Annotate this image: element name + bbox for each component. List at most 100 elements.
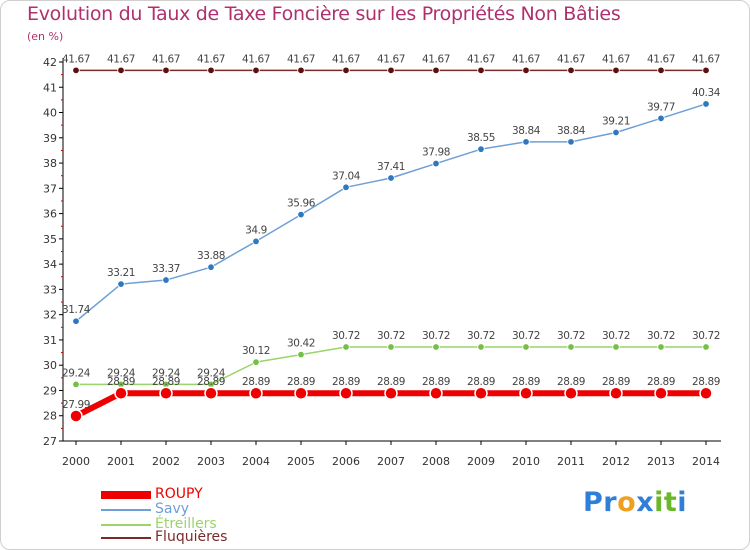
data-label-roupy: 28.89: [152, 376, 180, 388]
data-point-savy: [477, 145, 485, 153]
data-point-savy: [387, 174, 395, 182]
logo-letter: i: [677, 487, 688, 518]
data-label-etreillers: 30.72: [557, 330, 585, 342]
data-point-etreillers: [612, 343, 620, 351]
data-label-roupy: 28.89: [422, 376, 450, 388]
y-tick-label: 37: [43, 182, 57, 195]
legend-label-roupy: ROUPY: [155, 486, 203, 502]
data-label-fluquieres: 41.67: [647, 53, 675, 65]
x-tick-label: 2013: [647, 455, 675, 468]
data-point-roupy: [564, 386, 578, 400]
data-label-savy: 37.04: [332, 170, 361, 182]
data-point-fluquieres: [657, 66, 665, 75]
data-label-roupy: 28.89: [197, 376, 225, 388]
data-label-savy: 35.96: [287, 198, 316, 210]
y-tick-label: 33: [43, 283, 57, 296]
data-label-fluquieres: 41.67: [557, 53, 585, 65]
data-label-roupy: 27.99: [62, 399, 90, 411]
proxiti-logo: Proxiti: [583, 487, 687, 518]
y-tick-label: 30: [43, 359, 57, 372]
data-point-roupy: [654, 386, 668, 400]
legend-item-fluquieres: Fluquières: [101, 529, 301, 545]
x-tick-label: 2005: [287, 455, 315, 468]
x-tick-label: 2009: [467, 455, 495, 468]
data-point-fluquieres: [387, 66, 395, 75]
data-label-etreillers: 30.72: [422, 330, 450, 342]
y-tick-label: 35: [43, 233, 57, 246]
logo-letter: x: [636, 487, 655, 518]
data-point-savy: [297, 210, 305, 219]
data-label-roupy: 28.89: [242, 376, 270, 388]
y-tick-label: 28: [43, 410, 57, 423]
data-label-etreillers: 29.24: [197, 367, 226, 379]
data-label-roupy: 28.89: [467, 376, 495, 388]
data-point-savy: [342, 183, 350, 192]
y-tick-label: 32: [43, 309, 57, 322]
x-tick-label: 2001: [107, 455, 135, 468]
data-label-fluquieres: 41.67: [467, 53, 495, 65]
y-tick-label: 34: [43, 258, 57, 271]
data-label-savy: 37.41: [377, 161, 405, 173]
y-tick-label: 27: [43, 435, 57, 448]
data-label-fluquieres: 41.67: [242, 53, 270, 65]
legend-item-savy: Savy: [101, 501, 301, 517]
legend-swatch-roupy: [101, 491, 151, 499]
x-tick-label: 2000: [62, 455, 90, 468]
data-label-savy: 33.21: [107, 267, 135, 279]
data-point-roupy: [474, 386, 488, 400]
data-label-roupy: 28.89: [512, 376, 540, 388]
data-point-fluquieres: [342, 66, 350, 75]
data-label-fluquieres: 41.67: [152, 53, 180, 65]
data-label-roupy: 28.89: [692, 376, 720, 388]
data-label-savy: 38.84: [557, 125, 586, 137]
data-label-roupy: 28.89: [602, 376, 630, 388]
y-tick-label: 40: [43, 107, 57, 120]
data-point-fluquieres: [72, 66, 80, 75]
data-label-etreillers: 30.72: [512, 330, 540, 342]
data-point-roupy: [519, 386, 533, 400]
data-point-roupy: [114, 386, 128, 400]
data-point-roupy: [204, 386, 218, 400]
data-label-roupy: 28.89: [377, 376, 405, 388]
data-label-savy: 40.34: [692, 87, 721, 99]
y-tick-label: 36: [43, 208, 57, 221]
data-point-roupy: [159, 386, 173, 400]
x-tick-label: 2011: [557, 455, 585, 468]
data-point-roupy: [429, 386, 443, 400]
data-point-fluquieres: [207, 66, 215, 75]
data-label-roupy: 28.89: [332, 376, 360, 388]
series-line-savy: [75, 103, 707, 322]
x-tick-label: 2008: [422, 455, 450, 468]
data-label-fluquieres: 41.67: [422, 53, 450, 65]
data-label-fluquieres: 41.67: [287, 53, 315, 65]
data-point-etreillers: [297, 350, 305, 359]
data-point-savy: [432, 159, 440, 168]
y-unit-label: (en %): [27, 30, 64, 43]
data-point-savy: [567, 138, 575, 146]
logo-letter: r: [603, 487, 618, 518]
legend-swatch-fluquieres: [101, 537, 151, 539]
x-tick-label: 2014: [692, 455, 720, 468]
data-label-etreillers: 30.72: [467, 330, 495, 342]
data-point-fluquieres: [522, 66, 530, 75]
data-point-roupy: [339, 386, 353, 400]
logo-letter: i: [654, 487, 664, 518]
y-tick-label: 41: [43, 81, 57, 94]
data-point-savy: [702, 100, 710, 108]
data-label-savy: 38.84: [512, 125, 541, 137]
data-point-savy: [162, 276, 170, 284]
y-tick-label: 31: [43, 334, 57, 347]
data-point-roupy: [249, 386, 263, 400]
x-tick-label: 2002: [152, 455, 180, 468]
data-point-roupy: [384, 386, 398, 400]
data-point-roupy: [69, 409, 83, 423]
data-point-fluquieres: [252, 66, 260, 75]
data-label-fluquieres: 41.67: [197, 53, 225, 65]
logo-letter: P: [583, 487, 604, 518]
data-label-fluquieres: 41.67: [107, 53, 135, 65]
data-point-etreillers: [252, 358, 260, 366]
data-point-fluquieres: [702, 66, 710, 75]
x-tick-label: 2006: [332, 455, 360, 468]
x-tick-label: 2004: [242, 455, 270, 468]
